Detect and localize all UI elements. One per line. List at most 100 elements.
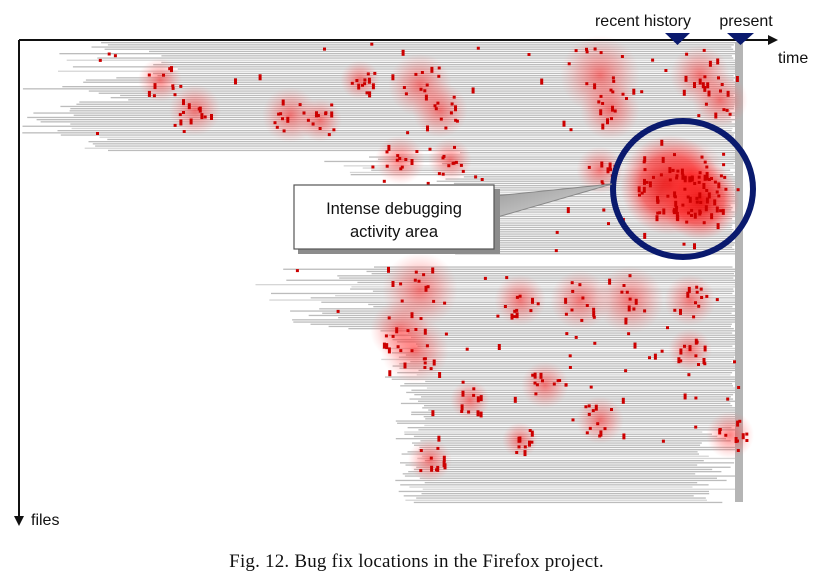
file-bar <box>398 185 737 187</box>
bug-fix-dot <box>441 172 445 176</box>
bug-fix-dot <box>479 395 483 402</box>
bug-fix-dot <box>621 397 625 404</box>
bug-fix-dot <box>700 296 704 299</box>
file-bar <box>104 48 734 50</box>
bug-fix-dot <box>715 190 719 194</box>
bug-fix-dot <box>675 176 679 180</box>
bug-fix-dot <box>693 182 697 185</box>
bug-fix-dot <box>681 173 685 180</box>
file-bar <box>418 429 737 431</box>
bug-fix-dot <box>437 435 441 442</box>
bug-fix-dot <box>398 157 402 160</box>
bug-fix-dot <box>429 367 433 371</box>
bug-fix-dot <box>98 58 102 62</box>
bug-fix-dot <box>628 274 632 278</box>
bug-fix-dot <box>735 76 739 82</box>
bug-fix-dot <box>316 114 320 117</box>
file-bar <box>324 160 741 163</box>
file-bar <box>425 240 732 242</box>
bug-fix-dot <box>632 88 636 95</box>
bug-fix-dot <box>570 308 574 312</box>
bug-fix-dot <box>599 94 603 98</box>
file-bar <box>22 88 739 90</box>
bug-fix-dot <box>698 171 702 175</box>
bug-fix-dot <box>741 433 745 440</box>
bug-fix-dot <box>528 440 531 447</box>
bug-fix-dot <box>705 171 709 178</box>
bug-fix-dot <box>417 279 421 283</box>
bug-fix-dot <box>658 211 662 215</box>
bug-fix-dot <box>564 383 568 387</box>
file-bar <box>398 490 709 493</box>
bug-fix-dot <box>668 167 672 174</box>
bug-fix-dot <box>597 100 601 104</box>
bug-fix-dot <box>666 326 669 330</box>
bug-fix-dot <box>715 206 719 213</box>
bug-fix-dot <box>182 111 185 114</box>
bug-fix-dot <box>599 51 603 55</box>
file-bar <box>22 132 739 134</box>
bug-fix-dot <box>414 72 418 76</box>
y-axis-label: files <box>31 512 59 529</box>
bug-fix-dot <box>609 88 613 92</box>
bug-fix-dot <box>428 147 432 151</box>
bug-fix-dot <box>710 213 714 220</box>
bug-fix-dot <box>704 205 708 212</box>
bug-fix-dot <box>413 278 417 282</box>
bug-fix-dot <box>613 109 617 113</box>
bug-fix-dot <box>515 451 519 454</box>
bug-fix-dot <box>182 99 185 106</box>
bug-fix-dot <box>107 52 111 56</box>
file-bar <box>425 380 739 383</box>
bug-fix-dot <box>601 182 605 186</box>
bug-fix-dot <box>594 404 598 411</box>
file-bar <box>395 420 738 422</box>
bug-fix-dot <box>705 189 709 192</box>
bug-fix-dot <box>688 196 692 203</box>
axes <box>14 35 778 526</box>
bug-fix-dot <box>497 344 501 350</box>
density-halo <box>494 274 546 326</box>
file-bar <box>283 268 740 270</box>
file-bar <box>422 455 709 457</box>
bug-fix-dot <box>96 132 99 135</box>
bug-fix-dot <box>439 117 443 121</box>
bug-fix-dot <box>436 101 440 105</box>
bug-fix-dot <box>330 103 334 107</box>
bug-fix-dot <box>515 295 519 299</box>
file-bar <box>343 165 737 167</box>
bug-fix-dot <box>723 175 727 179</box>
bug-fix-dot <box>391 74 395 81</box>
bug-fix-dot <box>424 94 428 101</box>
file-bar <box>407 427 732 429</box>
bug-fix-dot <box>720 83 724 86</box>
bug-fix-dot <box>600 161 604 168</box>
bug-fix-dot <box>513 315 517 319</box>
bug-fix-dot <box>179 119 183 126</box>
file-bar <box>177 68 737 70</box>
density-halo <box>340 60 380 100</box>
bug-fix-dot <box>593 47 597 51</box>
bug-fix-dot <box>695 285 699 289</box>
file-bar <box>395 438 726 440</box>
file-bar <box>412 442 702 444</box>
bug-fix-dot <box>513 396 517 403</box>
bug-fix-dot <box>679 308 682 315</box>
file-bar <box>405 499 707 501</box>
bug-fix-dot <box>683 176 687 183</box>
bug-fix-dot <box>425 344 429 348</box>
bug-fix-dot <box>717 182 721 189</box>
file-bar <box>400 462 735 464</box>
bug-fix-dot <box>680 168 684 175</box>
bug-fix-dot <box>710 177 713 180</box>
bug-fix-dot <box>674 200 678 207</box>
bug-fix-dot <box>401 49 405 56</box>
bug-fix-dot <box>722 108 726 112</box>
file-bar <box>421 493 710 495</box>
bug-fix-dot <box>611 90 615 94</box>
bug-fix-dot <box>368 91 372 98</box>
file-bar <box>405 464 698 466</box>
bug-fix-dot <box>673 195 677 199</box>
file-bar <box>328 325 731 328</box>
bug-fix-dot <box>703 174 707 181</box>
